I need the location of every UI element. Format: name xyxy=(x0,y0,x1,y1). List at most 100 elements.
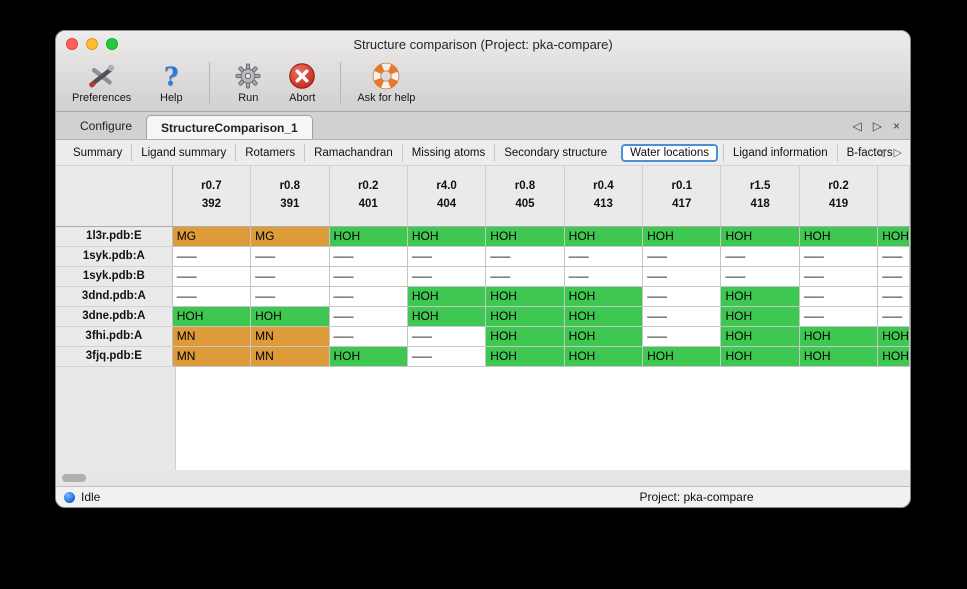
water-cell[interactable]: ––– xyxy=(877,266,910,287)
column-header-419[interactable]: r0.2 419 xyxy=(799,166,879,227)
water-cell[interactable]: HOH xyxy=(564,346,644,367)
water-cell[interactable]: ––– xyxy=(564,246,644,267)
water-cell[interactable]: MN xyxy=(172,326,252,347)
water-cell[interactable]: HOH xyxy=(407,286,487,307)
water-cell[interactable]: HOH xyxy=(720,346,800,367)
tab-scroll-right-icon[interactable]: ▷ xyxy=(872,118,882,133)
water-cell[interactable]: ––– xyxy=(799,306,879,327)
water-cell[interactable]: MN xyxy=(172,346,252,367)
subtab-scroll-right-icon[interactable]: ▷ xyxy=(893,147,902,159)
column-header-413[interactable]: r0.4 413 xyxy=(564,166,644,227)
water-cell[interactable]: ––– xyxy=(485,246,565,267)
water-cell[interactable]: HOH xyxy=(720,286,800,307)
tab-close-icon[interactable]: × xyxy=(892,118,900,133)
water-cell[interactable]: HOH xyxy=(329,226,408,247)
water-cell[interactable]: ––– xyxy=(877,286,910,307)
subtab-missing-atoms[interactable]: Missing atoms xyxy=(401,143,495,162)
row-header-3fjq-pdb-e[interactable]: 3fjq.pdb:E xyxy=(56,346,173,367)
water-cell[interactable]: ––– xyxy=(407,326,487,347)
column-header-418[interactable]: r1.5 418 xyxy=(720,166,800,227)
titlebar[interactable]: Structure comparison (Project: pka-compa… xyxy=(56,31,910,57)
water-cell[interactable]: ––– xyxy=(250,286,330,307)
subtab-b-factors[interactable]: B-factors xyxy=(836,143,902,162)
water-cell[interactable]: HOH xyxy=(720,226,800,247)
water-cell[interactable]: ––– xyxy=(642,326,722,347)
water-cell[interactable]: HOH xyxy=(564,326,644,347)
water-cell[interactable]: HOH xyxy=(799,346,879,367)
water-cell[interactable]: ––– xyxy=(407,266,487,287)
water-cell[interactable]: ––– xyxy=(250,266,330,287)
water-cell[interactable]: ––– xyxy=(172,266,252,287)
water-cell[interactable]: HOH xyxy=(485,306,565,327)
water-cell[interactable]: ––– xyxy=(407,346,487,367)
subtab-secondary-structure[interactable]: Secondary structure xyxy=(494,143,616,162)
water-cell[interactable]: ––– xyxy=(329,266,408,287)
row-header-3dnd-pdb-a[interactable]: 3dnd.pdb:A xyxy=(56,286,173,307)
water-cell[interactable]: MN xyxy=(250,346,330,367)
row-header-3dne-pdb-a[interactable]: 3dne.pdb:A xyxy=(56,306,173,327)
water-cell[interactable]: ––– xyxy=(172,246,252,267)
abort-button[interactable]: Abort xyxy=(280,60,324,104)
subtab-summary[interactable]: Summary xyxy=(73,146,123,159)
water-cell[interactable]: HOH xyxy=(172,306,252,327)
water-cell[interactable]: HOH xyxy=(877,326,910,347)
water-cell[interactable]: MN xyxy=(250,326,330,347)
water-cell[interactable]: HOH xyxy=(642,226,722,247)
water-cell[interactable]: HOH xyxy=(799,326,879,347)
help-button[interactable]: ? Help xyxy=(149,60,193,105)
column-header-417[interactable]: r0.1 417 xyxy=(642,166,722,227)
water-cell[interactable]: HOH xyxy=(407,226,487,247)
water-cell[interactable]: ––– xyxy=(720,266,800,287)
water-cell[interactable]: ––– xyxy=(329,326,408,347)
preferences-button[interactable]: Preferences xyxy=(72,60,131,104)
minimize-window-button[interactable] xyxy=(86,38,98,50)
water-cell[interactable]: ––– xyxy=(564,266,644,287)
subtab-rotamers[interactable]: Rotamers xyxy=(235,143,304,162)
scrollbar-thumb[interactable] xyxy=(62,474,86,482)
tab-scroll-left-icon[interactable]: ◁ xyxy=(852,118,862,133)
water-cell[interactable]: HOH xyxy=(485,226,565,247)
water-cell[interactable]: ––– xyxy=(877,246,910,267)
water-cell[interactable]: HOH xyxy=(642,346,722,367)
water-cell[interactable]: MG xyxy=(250,226,330,247)
water-cell[interactable]: ––– xyxy=(329,306,408,327)
water-cell[interactable]: HOH xyxy=(485,286,565,307)
water-cell[interactable]: ––– xyxy=(250,246,330,267)
subtab-ramachandran[interactable]: Ramachandran xyxy=(304,143,402,162)
water-cell[interactable]: HOH xyxy=(720,326,800,347)
water-cell[interactable]: ––– xyxy=(642,266,722,287)
water-cell[interactable]: ––– xyxy=(642,306,722,327)
column-header-401[interactable]: r0.2 401 xyxy=(329,166,408,227)
column-header-391[interactable]: r0.8 391 xyxy=(250,166,330,227)
tab-configure[interactable]: Configure xyxy=(80,118,133,133)
subtab-ligand-summary[interactable]: Ligand summary xyxy=(131,143,235,162)
water-cell[interactable]: ––– xyxy=(642,246,722,267)
water-cell[interactable]: HOH xyxy=(485,346,565,367)
water-cell[interactable]: ––– xyxy=(877,306,910,327)
water-cell[interactable]: ––– xyxy=(642,286,722,307)
water-cell[interactable]: HOH xyxy=(485,326,565,347)
water-cell[interactable]: ––– xyxy=(407,246,487,267)
water-cell[interactable]: HOH xyxy=(720,306,800,327)
row-header-1syk-pdb-b[interactable]: 1syk.pdb:B xyxy=(56,266,173,287)
water-cell[interactable]: ––– xyxy=(172,286,252,307)
zoom-window-button[interactable] xyxy=(106,38,118,50)
run-button[interactable]: Run xyxy=(226,60,270,104)
column-header-392[interactable]: r0.7 392 xyxy=(172,166,252,227)
water-cell[interactable]: HOH xyxy=(564,226,644,247)
water-cell[interactable]: HOH xyxy=(250,306,330,327)
water-cell[interactable]: ––– xyxy=(720,246,800,267)
water-cell[interactable]: HOH xyxy=(799,226,879,247)
close-window-button[interactable] xyxy=(66,38,78,50)
water-cell[interactable]: ––– xyxy=(799,246,879,267)
row-header-3fhi-pdb-a[interactable]: 3fhi.pdb:A xyxy=(56,326,173,347)
water-cell[interactable]: ––– xyxy=(799,266,879,287)
water-cell[interactable]: MG xyxy=(172,226,252,247)
ask-for-help-button[interactable]: Ask for help xyxy=(357,60,415,104)
row-header-1syk-pdb-a[interactable]: 1syk.pdb:A xyxy=(56,246,173,267)
water-cell[interactable]: ––– xyxy=(485,266,565,287)
column-header-404[interactable]: r4.0 404 xyxy=(407,166,487,227)
tab-structurecomparison-1[interactable]: StructureComparison_1 xyxy=(146,115,313,139)
horizontal-scrollbar[interactable] xyxy=(56,470,910,486)
water-cell[interactable]: HOH xyxy=(877,226,910,247)
